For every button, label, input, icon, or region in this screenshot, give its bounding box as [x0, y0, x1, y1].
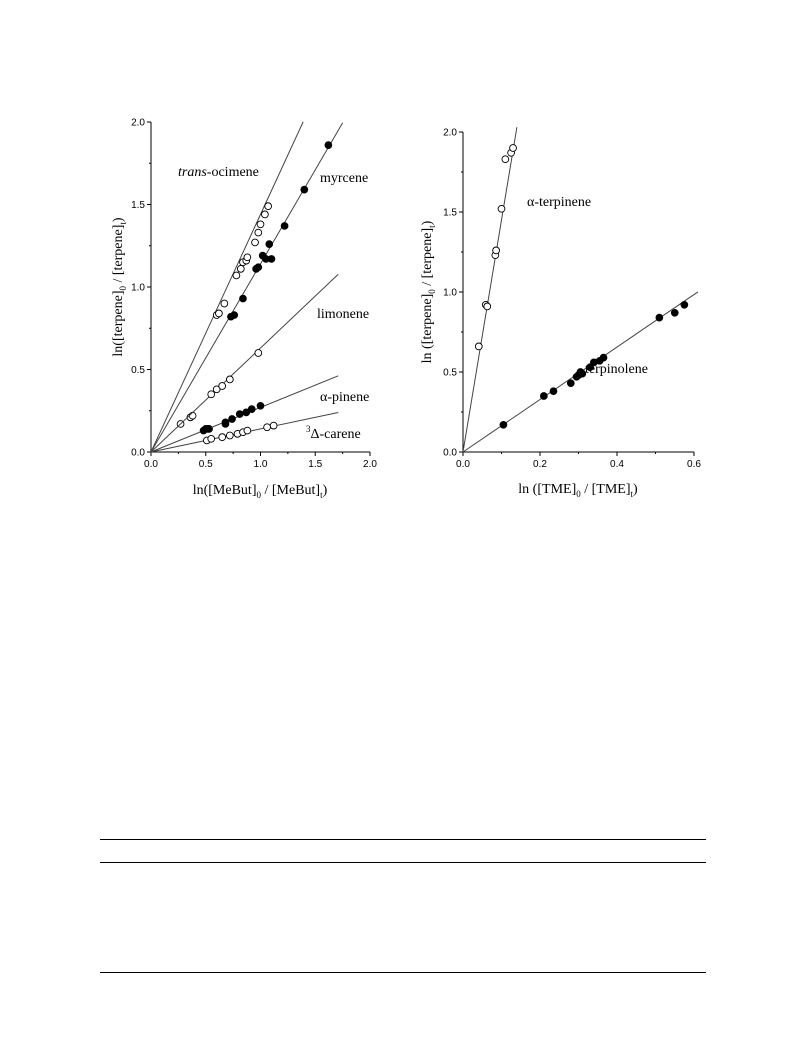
chart1-fit-line-limonene [150, 273, 339, 453]
chart2-series-label-terpinene: α-terpinene [527, 195, 591, 210]
chart1-series-label-limonene: limonene [317, 307, 369, 322]
chart2-point-terpinolene [539, 392, 548, 400]
chart1-point-carene [263, 423, 271, 432]
chart1-point-limonene [207, 390, 216, 399]
chart1-point-carene [218, 433, 227, 442]
chart2-y-tick-label: 0.0 [443, 448, 457, 459]
chart2-x-tick-label: 0.2 [533, 459, 547, 470]
chart1-point-trans-ocimene [251, 238, 259, 247]
chart2-point-terpinolene [578, 369, 587, 378]
table-header-rule [100, 862, 706, 863]
chart1-point-carene [269, 421, 278, 430]
chart1-x-axis-label: ln([MeBut]0​ / [MeBut]t​) [193, 483, 328, 500]
chart1-series-label-pinene: α-pinene [320, 390, 369, 405]
chart1-y-tick-label: 0.0 [131, 448, 145, 459]
chart2-point-terpinene [509, 144, 517, 152]
chart1-x-tick-label: 2.0 [363, 459, 377, 470]
chart2-point-terpinolene [549, 387, 558, 396]
chart1-y-tick-label: 0.5 [131, 365, 145, 376]
chart2-y-tick-label: 0.5 [443, 368, 457, 379]
chart1-point-carene [243, 426, 252, 435]
chart1-point-myrcene [265, 240, 274, 248]
chart1-fit-line-trans-ocimene [150, 121, 304, 453]
chart2-point-terpinolene [680, 300, 689, 309]
chart1-series-label-trans-ocimene: trans-ocimene [178, 165, 259, 180]
chart1-x-tick-label: 0.5 [199, 459, 213, 470]
chart1-point-trans-ocimene [264, 202, 273, 211]
chart1-point-pinene [256, 401, 265, 410]
chart1-y-tick-label: 1.0 [131, 283, 145, 294]
chart2-y-axis-label: ln ([terpene]0​ / [terpene]t​) [420, 220, 437, 363]
chart2-x-tick-label: 0.4 [610, 459, 624, 470]
chart1-point-pinene [228, 415, 236, 423]
chart1-point-carene [207, 434, 216, 443]
chart1-y-tick-label: 1.5 [131, 200, 145, 211]
chart1-point-trans-ocimene [188, 411, 197, 420]
chart1-point-trans-ocimene [261, 210, 269, 219]
chart1-point-trans-ocimene [220, 299, 229, 308]
chart2-y-tick-label: 1.0 [443, 288, 457, 299]
chart1-point-myrcene [280, 222, 289, 230]
chart1-point-trans-ocimene [256, 220, 265, 229]
chart2-point-terpinolene [599, 353, 608, 362]
chart2-point-terpinolene [670, 308, 679, 317]
chart2-point-terpinolene [566, 379, 575, 388]
chart1-point-pinene [221, 418, 230, 427]
chart2-point-terpinolene [499, 420, 508, 429]
chart1-point-limonene [218, 382, 227, 390]
chart1-point-trans-ocimene [254, 228, 263, 237]
chart2-x-axis-label: ln ([TME]0​ / [TME]t​) [518, 482, 638, 499]
chart1-point-myrcene [324, 141, 333, 149]
chart2-series-label-terpinolene: terpinolene [585, 362, 648, 377]
chart1-series-label-carene: 3Δ-carene [306, 424, 361, 442]
chart1-point-myrcene [239, 294, 247, 303]
chart1-point-carene [225, 431, 234, 440]
chart2-point-terpinolene [655, 313, 664, 322]
chart2-y-tick-label: 2.0 [443, 128, 457, 139]
chart1-point-pinene [242, 408, 251, 417]
chart1-x-tick-label: 0.0 [144, 459, 158, 470]
chart1-x-tick-label: 1.5 [308, 459, 322, 470]
chart1-point-trans-ocimene [215, 309, 223, 318]
chart1-x-tick-label: 1.0 [254, 459, 268, 470]
chart1-point-pinene [235, 410, 244, 418]
chart1-point-trans-ocimene [236, 265, 245, 273]
chart2-point-terpinene [492, 246, 500, 255]
chart1-point-pinene [204, 425, 212, 433]
chart2-y-tick-label: 1.5 [443, 208, 457, 219]
chart2-point-terpinene [497, 204, 506, 213]
chart1-point-limonene [254, 349, 263, 357]
table-bottom-rule [100, 972, 706, 973]
chart1-point-myrcene [254, 263, 263, 272]
chart1-point-myrcene [300, 185, 309, 194]
chart1-point-trans-ocimene [243, 253, 252, 262]
chart2-x-tick-label: 0.0 [456, 459, 470, 470]
chart2-x-tick-label: 0.6 [687, 459, 701, 470]
chart1-point-limonene [225, 375, 234, 384]
chart1-fit-line-myrcene [150, 122, 344, 453]
chart2-point-terpinene [483, 302, 492, 311]
table-top-rule [100, 839, 706, 840]
chart2-point-terpinene [474, 342, 483, 351]
chart1-point-myrcene [267, 255, 276, 263]
chart1-point-myrcene [230, 311, 239, 319]
chart2-fit-line-terpinene [462, 127, 518, 453]
chart1-point-limonene [212, 385, 221, 394]
chart1-point-pinene [247, 405, 256, 413]
chart1-y-axis-label: ln([terpene]0​ / [terpene]t​) [111, 217, 128, 357]
chart2-point-terpinene [501, 155, 510, 164]
chart1-series-label-myrcene: myrcene [320, 171, 368, 186]
chart1-point-trans-ocimene [232, 271, 241, 280]
chart1-y-tick-label: 2.0 [131, 118, 145, 129]
